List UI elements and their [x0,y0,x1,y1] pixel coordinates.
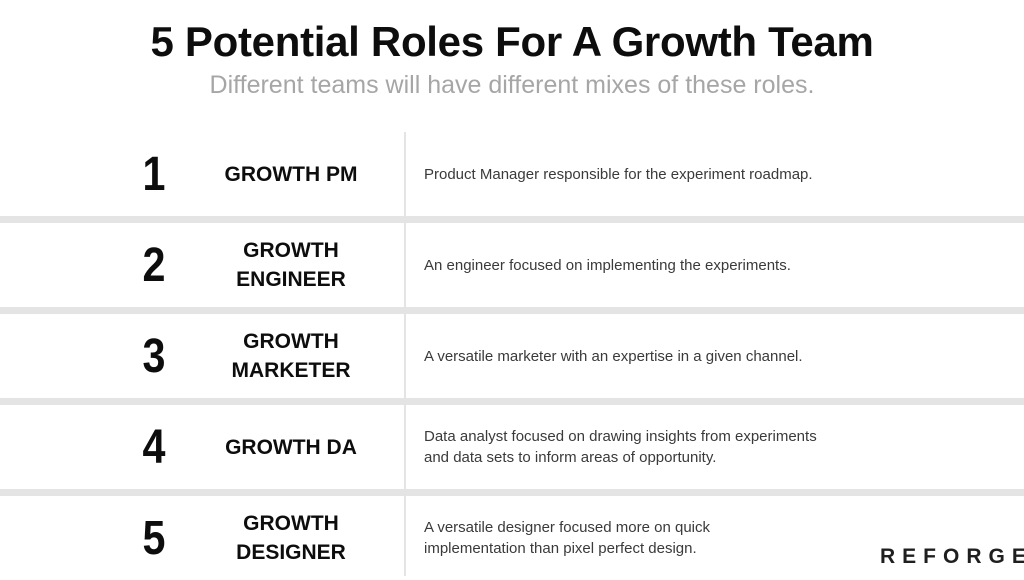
role-number: 3 [142,329,166,383]
row-divider [0,216,1024,223]
role-row-5: 5 GROWTH DESIGNER A versatile designer f… [0,496,1024,580]
role-description: A versatile marketer with an expertise i… [424,347,803,365]
role-row-2: 2 GROWTH ENGINEER An engineer focused on… [0,223,1024,307]
role-name: GROWTH PM [224,162,358,186]
role-name: GROWTH MARKETER [231,330,351,382]
role-number: 2 [142,238,166,292]
row-divider [0,489,1024,496]
role-name: GROWTH DA [225,435,357,459]
roles-table: 1 GROWTH PM Product Manager responsible … [0,132,1024,576]
column-divider [404,132,406,576]
role-name: GROWTH ENGINEER [236,239,346,291]
role-description: Data analyst focused on drawing insights… [424,428,817,466]
role-number: 4 [142,420,166,474]
role-number: 5 [142,511,166,565]
page-subtitle: Different teams will have different mixe… [209,71,815,99]
role-description: A versatile designer focused more on qui… [424,519,710,557]
role-description: An engineer focused on implementing the … [424,256,791,274]
row-divider [0,398,1024,405]
row-divider [0,307,1024,314]
role-row-4: 4 GROWTH DA Data analyst focused on draw… [0,405,1024,489]
role-description: Product Manager responsible for the expe… [424,165,813,183]
page-title: 5 Potential Roles For A Growth Team [150,18,874,65]
role-number: 1 [142,147,166,201]
role-row-3: 3 GROWTH MARKETER A versatile marketer w… [0,314,1024,398]
role-row-1: 1 GROWTH PM Product Manager responsible … [0,132,1024,216]
role-name: GROWTH DESIGNER [236,512,346,564]
reforge-logo: REFORGE [880,545,1024,568]
